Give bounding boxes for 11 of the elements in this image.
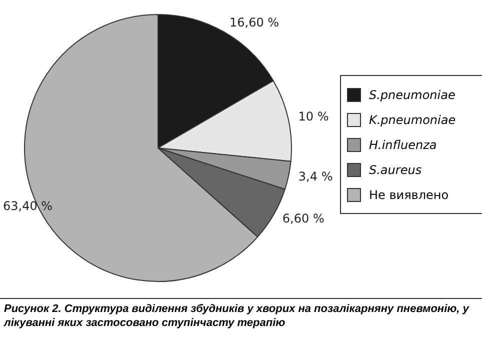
legend-label: S.pneumoniae xyxy=(369,88,456,102)
data-label: 16,60 % xyxy=(229,16,280,30)
legend-label: K.pneumoniae xyxy=(369,112,456,126)
legend-label: Не виявлено xyxy=(369,188,449,202)
data-label: 63,40 % xyxy=(3,198,53,213)
legend-label: S.aureus xyxy=(369,162,422,176)
data-label: 10 % xyxy=(298,110,329,124)
legend-label: H.influenza xyxy=(369,138,437,152)
data-label: 6,60 % xyxy=(282,212,324,226)
text: Рисунок 2. Структура виділення збудників у хворих на позалікарняну пневмонію, у лікуванні яких застосовано ступінчасту терапію xyxy=(4,302,470,330)
data-label: 3,4 % xyxy=(298,170,333,184)
